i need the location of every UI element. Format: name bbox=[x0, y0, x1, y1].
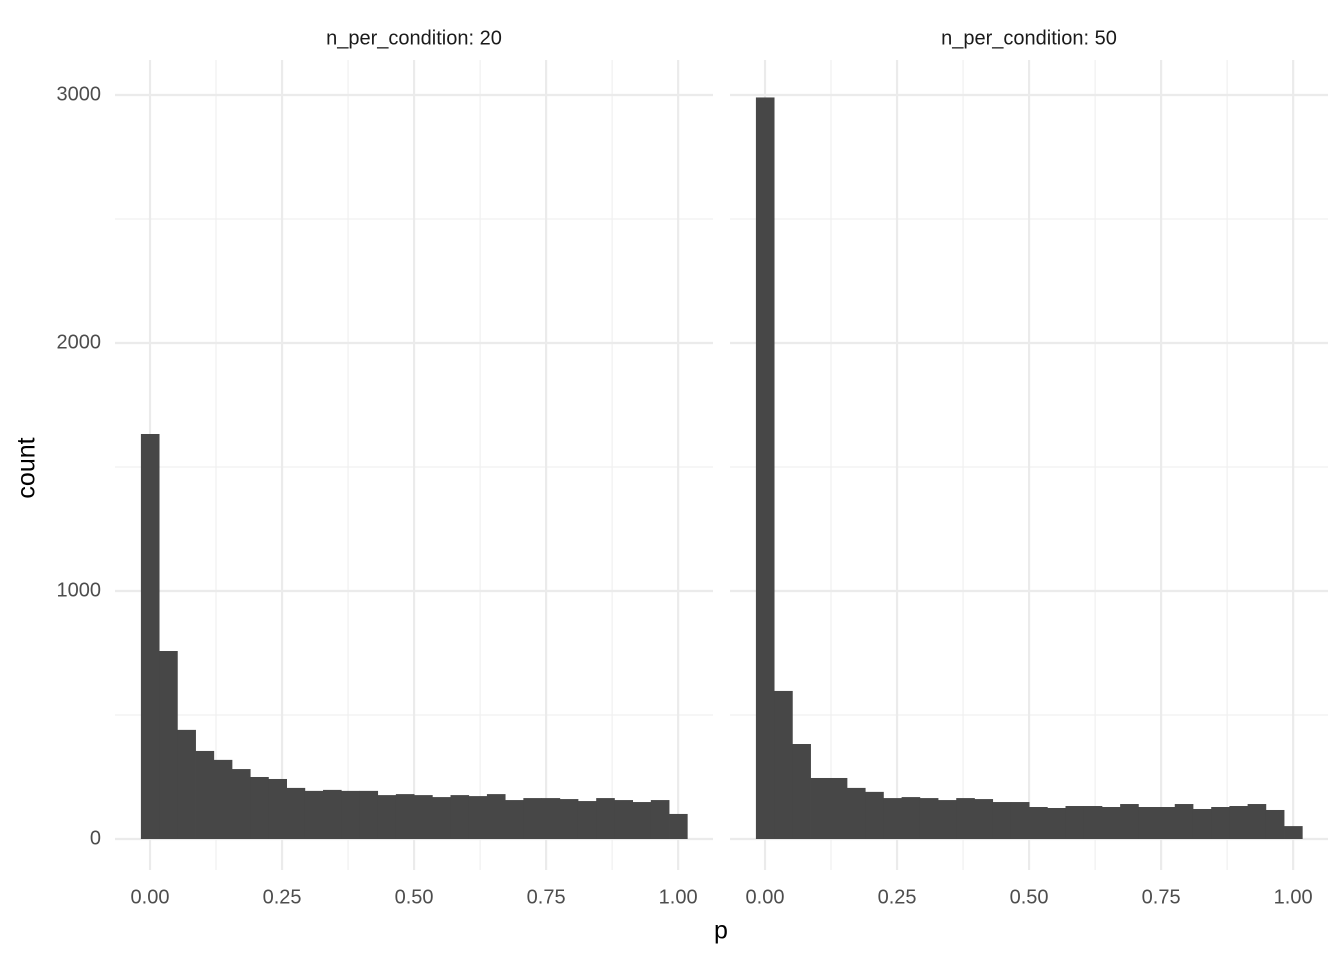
bar bbox=[268, 778, 287, 839]
bar bbox=[774, 690, 793, 839]
bar bbox=[1029, 807, 1048, 839]
facet-title: n_per_condition: 20 bbox=[326, 27, 502, 49]
bar bbox=[938, 800, 957, 839]
x-tick-label: 0.75 bbox=[527, 886, 566, 908]
bar bbox=[1265, 809, 1285, 839]
bar bbox=[1192, 808, 1212, 839]
bar bbox=[792, 744, 811, 839]
bar bbox=[632, 802, 652, 839]
bar bbox=[669, 813, 688, 839]
bar bbox=[286, 787, 306, 839]
bar bbox=[1047, 807, 1066, 839]
x-tick-label: 0.00 bbox=[131, 886, 170, 908]
bar bbox=[1065, 806, 1085, 839]
x-tick-label: 0.25 bbox=[878, 886, 917, 908]
bar bbox=[450, 795, 470, 839]
bar bbox=[1211, 807, 1230, 839]
bar bbox=[1284, 826, 1303, 839]
x-tick-label: 0.00 bbox=[746, 886, 785, 908]
bar bbox=[341, 790, 360, 839]
bar bbox=[810, 777, 830, 839]
bar bbox=[1247, 804, 1267, 839]
bar bbox=[1156, 807, 1176, 839]
bar bbox=[213, 759, 233, 839]
bar bbox=[919, 798, 939, 839]
bar bbox=[577, 801, 597, 839]
y-tick-label: 3000 bbox=[57, 83, 102, 105]
bar bbox=[359, 790, 379, 839]
bar bbox=[323, 789, 342, 839]
y-tick-label: 0 bbox=[90, 827, 101, 849]
y-tick-label: 1000 bbox=[57, 579, 102, 601]
bar bbox=[1229, 806, 1249, 839]
bar bbox=[992, 802, 1012, 839]
facet-title: n_per_condition: 50 bbox=[941, 27, 1117, 49]
y-axis-title: count bbox=[13, 437, 41, 498]
x-tick-label: 0.25 bbox=[263, 886, 302, 908]
bar bbox=[177, 729, 196, 839]
bar bbox=[1010, 802, 1030, 839]
bar bbox=[250, 776, 269, 839]
bar bbox=[828, 777, 848, 839]
bar bbox=[846, 787, 866, 839]
bar bbox=[559, 799, 579, 839]
x-tick-label: 1.00 bbox=[1274, 886, 1313, 908]
bar bbox=[865, 791, 884, 839]
bar bbox=[468, 796, 488, 839]
bar bbox=[956, 798, 975, 839]
bar bbox=[432, 797, 451, 839]
bar bbox=[377, 795, 397, 839]
bar bbox=[140, 433, 160, 839]
bar bbox=[1083, 806, 1103, 839]
x-tick-label: 0.50 bbox=[1010, 886, 1049, 908]
bar bbox=[974, 799, 994, 839]
bar bbox=[304, 790, 324, 839]
bar bbox=[231, 769, 251, 839]
bar bbox=[1120, 804, 1139, 839]
bar bbox=[505, 800, 524, 839]
bar bbox=[883, 798, 902, 839]
x-tick-label: 0.75 bbox=[1142, 886, 1181, 908]
bar bbox=[414, 795, 433, 839]
bar bbox=[1138, 807, 1157, 839]
bar bbox=[159, 651, 178, 839]
bar bbox=[755, 97, 775, 839]
bar bbox=[901, 797, 921, 839]
y-tick-label: 2000 bbox=[57, 331, 102, 353]
bar bbox=[1101, 807, 1121, 839]
bar bbox=[1174, 804, 1194, 839]
x-tick-label: 1.00 bbox=[659, 886, 698, 908]
bar bbox=[523, 798, 542, 839]
bar bbox=[614, 800, 634, 839]
bar bbox=[596, 798, 615, 839]
x-tick-label: 0.50 bbox=[395, 886, 434, 908]
bar bbox=[195, 750, 215, 839]
bar bbox=[486, 794, 506, 839]
bar bbox=[650, 800, 670, 839]
bar bbox=[395, 794, 415, 839]
bar bbox=[541, 798, 561, 839]
x-axis-title: p bbox=[714, 917, 728, 945]
